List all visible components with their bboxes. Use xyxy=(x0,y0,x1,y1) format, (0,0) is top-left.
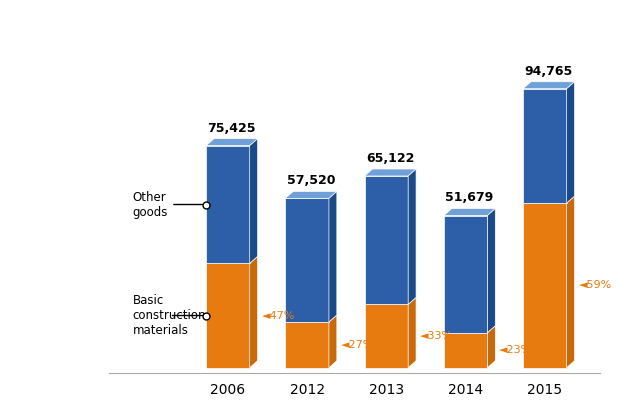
Text: ◄27%: ◄27% xyxy=(341,340,374,350)
Polygon shape xyxy=(364,304,408,368)
Text: 75,425: 75,425 xyxy=(208,122,256,134)
Polygon shape xyxy=(206,263,250,368)
Polygon shape xyxy=(285,322,329,368)
Polygon shape xyxy=(523,89,567,203)
Text: 65,122: 65,122 xyxy=(366,152,414,165)
Polygon shape xyxy=(364,169,416,176)
Polygon shape xyxy=(567,82,574,203)
Text: ◄59%: ◄59% xyxy=(579,281,612,290)
Text: Other
goods: Other goods xyxy=(133,190,203,218)
Text: ◄47%: ◄47% xyxy=(261,311,295,321)
Polygon shape xyxy=(250,256,258,368)
Polygon shape xyxy=(364,297,416,304)
Polygon shape xyxy=(487,208,495,333)
Text: ◄23%: ◄23% xyxy=(499,345,532,355)
Polygon shape xyxy=(444,208,495,215)
Text: 94,765: 94,765 xyxy=(525,65,573,77)
Polygon shape xyxy=(206,146,250,263)
Polygon shape xyxy=(487,326,495,368)
Polygon shape xyxy=(444,215,487,333)
Polygon shape xyxy=(285,192,337,198)
Polygon shape xyxy=(329,315,337,368)
Text: 57,520: 57,520 xyxy=(287,174,335,187)
Text: 51,679: 51,679 xyxy=(445,192,493,204)
Polygon shape xyxy=(523,203,567,368)
Text: ◄33%: ◄33% xyxy=(420,331,453,341)
Polygon shape xyxy=(250,139,258,263)
Polygon shape xyxy=(523,196,574,203)
Polygon shape xyxy=(523,82,574,89)
Polygon shape xyxy=(444,333,487,368)
Polygon shape xyxy=(206,256,258,263)
Polygon shape xyxy=(285,198,329,322)
Polygon shape xyxy=(364,176,408,304)
Polygon shape xyxy=(408,169,416,304)
Polygon shape xyxy=(567,196,574,368)
Polygon shape xyxy=(206,139,258,146)
Text: Basic
construction
materials: Basic construction materials xyxy=(133,294,206,337)
Polygon shape xyxy=(408,297,416,368)
Polygon shape xyxy=(329,192,337,322)
Polygon shape xyxy=(285,315,337,322)
Polygon shape xyxy=(444,326,495,333)
